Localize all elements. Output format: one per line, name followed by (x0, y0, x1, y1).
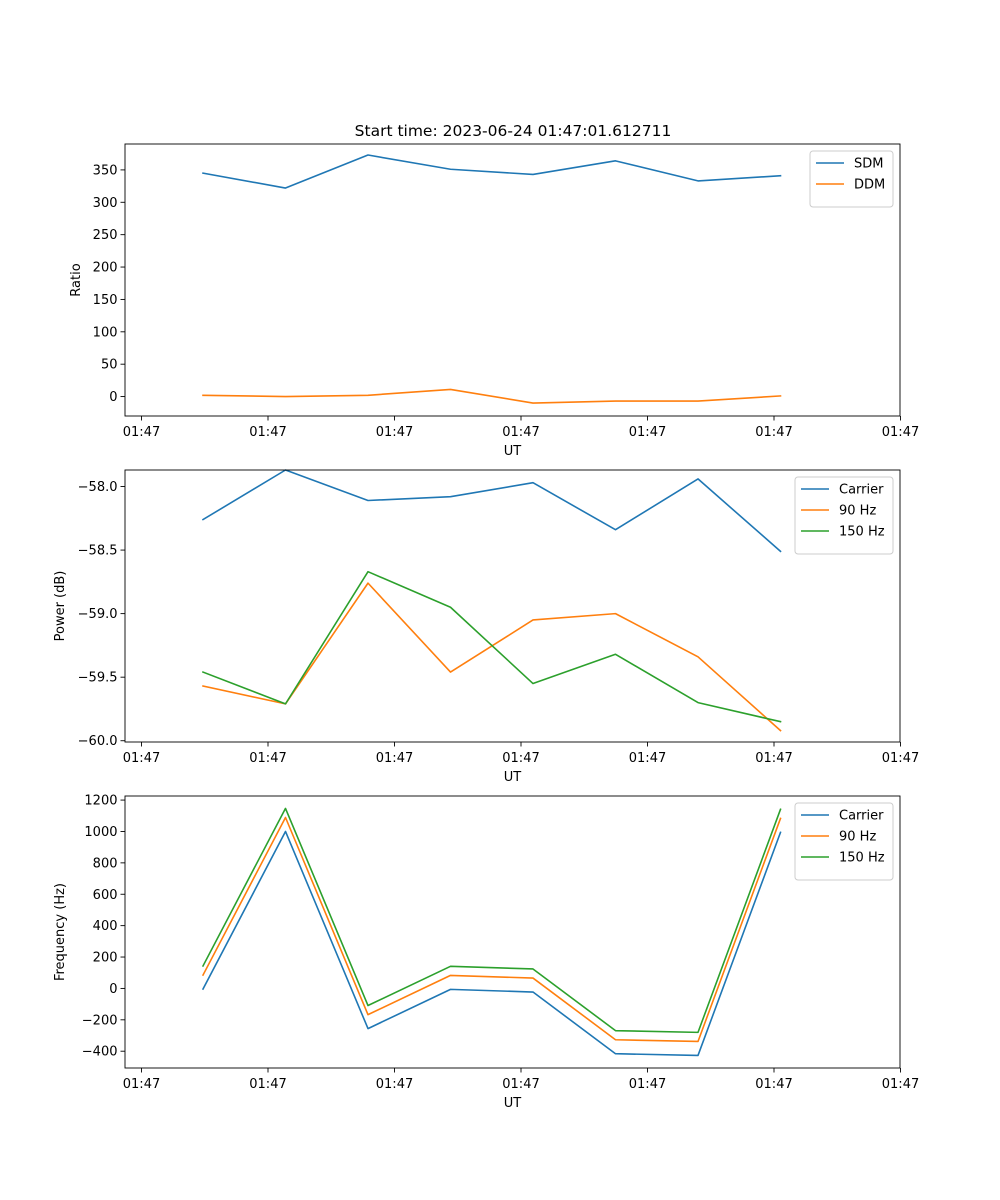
x-tick-label: 01:47 (123, 751, 160, 766)
chart-panels: 0 50 100 150 200 250 300 350 01:47 01:47 01:47 01:4… (53, 143, 919, 1111)
series-line-carrier (201, 830, 782, 1057)
y-tick-label: 200 (93, 951, 118, 966)
legend-label: 90 Hz (839, 504, 876, 519)
x-tick-label: 01:47 (629, 425, 666, 440)
x-tick-label: 01:47 (882, 425, 919, 440)
x-tick-label: 01:47 (502, 1077, 539, 1092)
x-axis-label: UT (504, 1096, 522, 1111)
y-tick-label: −58.5 (78, 544, 118, 559)
chart-panel-1: 0 50 100 150 200 250 300 350 01:47 01:47 01:47 01:4… (69, 143, 919, 459)
chart-panel-3: −400 −200 0 200 400 600 800 1000 1200 01:47 01:47 0… (53, 794, 919, 1111)
series-line-90-hz (201, 816, 782, 1043)
legend-frame (794, 802, 894, 881)
y-tick-label: 1000 (84, 825, 117, 840)
x-tick-label: 01:47 (502, 751, 539, 766)
series-line-ddm (202, 388, 782, 404)
y-tick-label: 350 (93, 163, 118, 178)
x-tick-label: 01:47 (629, 1077, 666, 1092)
y-tick-label: 400 (93, 919, 118, 934)
legend: Carrier 90 Hz 150 Hz (794, 476, 894, 555)
y-tick-label: −400 (82, 1045, 118, 1060)
series-line-90-hz (202, 582, 782, 732)
figure-title: Start time: 2023-06-24 01:47:01.612711 (355, 122, 672, 140)
series-line-sdm (202, 154, 782, 189)
y-tick-label: −60.0 (78, 734, 118, 749)
series-line-150-hz (201, 807, 782, 1034)
y-tick-label: 200 (93, 261, 118, 276)
legend: Carrier 90 Hz 150 Hz (794, 802, 894, 881)
x-tick-label: 01:47 (882, 1077, 919, 1092)
y-tick-label: 1200 (84, 794, 117, 809)
y-tick-label: 100 (93, 325, 118, 340)
legend-label: 150 Hz (839, 851, 885, 866)
legend: SDM DDM (809, 150, 894, 208)
legend-label: Carrier (839, 809, 884, 824)
legend-frame (794, 476, 894, 555)
x-axis-label: UT (504, 770, 522, 785)
x-tick-label: 01:47 (249, 425, 286, 440)
x-tick-label: 01:47 (249, 1077, 286, 1092)
legend-label: 150 Hz (839, 525, 885, 540)
y-tick-label: 250 (93, 228, 118, 243)
y-tick-label: 0 (109, 390, 117, 405)
y-tick-label: 300 (93, 196, 118, 211)
series-line-150-hz (201, 570, 782, 723)
y-tick-label: 800 (93, 856, 118, 871)
x-tick-label: 01:47 (376, 425, 413, 440)
axes-frame (124, 143, 901, 417)
axes-frame (124, 469, 901, 743)
y-tick-label: −59.0 (78, 607, 118, 622)
x-tick-label: 01:47 (123, 1077, 160, 1092)
series-line-carrier (201, 469, 782, 553)
chart-panel-2: −60.0 −59.5 −59.0 −58.5 −58.0 01:47 01:47 01:47… (53, 469, 919, 785)
y-axis-label: Ratio (69, 263, 84, 296)
x-tick-label: 01:47 (249, 751, 286, 766)
y-tick-label: −200 (82, 1013, 118, 1028)
x-axis-label: UT (504, 444, 522, 459)
x-tick-label: 01:47 (755, 751, 792, 766)
y-axis-label: Power (dB) (53, 571, 68, 642)
y-tick-label: 600 (93, 888, 118, 903)
y-tick-label: −58.0 (78, 480, 118, 495)
legend-label: DDM (854, 178, 885, 193)
x-tick-label: 01:47 (376, 751, 413, 766)
x-tick-label: 01:47 (629, 751, 666, 766)
y-tick-label: 150 (93, 293, 118, 308)
y-tick-label: −59.5 (78, 671, 118, 686)
y-axis-label: Frequency (Hz) (53, 883, 68, 981)
legend-label: 90 Hz (839, 830, 876, 845)
x-tick-label: 01:47 (882, 751, 919, 766)
legend-label: Carrier (839, 483, 884, 498)
x-tick-label: 01:47 (376, 1077, 413, 1092)
x-tick-label: 01:47 (502, 425, 539, 440)
axes-frame (124, 795, 901, 1069)
y-tick-label: 50 (101, 358, 118, 373)
x-tick-label: 01:47 (755, 425, 792, 440)
legend-label: SDM (854, 157, 883, 172)
x-tick-label: 01:47 (755, 1077, 792, 1092)
legend-frame (809, 150, 894, 208)
y-tick-label: 0 (109, 982, 117, 997)
x-tick-label: 01:47 (123, 425, 160, 440)
